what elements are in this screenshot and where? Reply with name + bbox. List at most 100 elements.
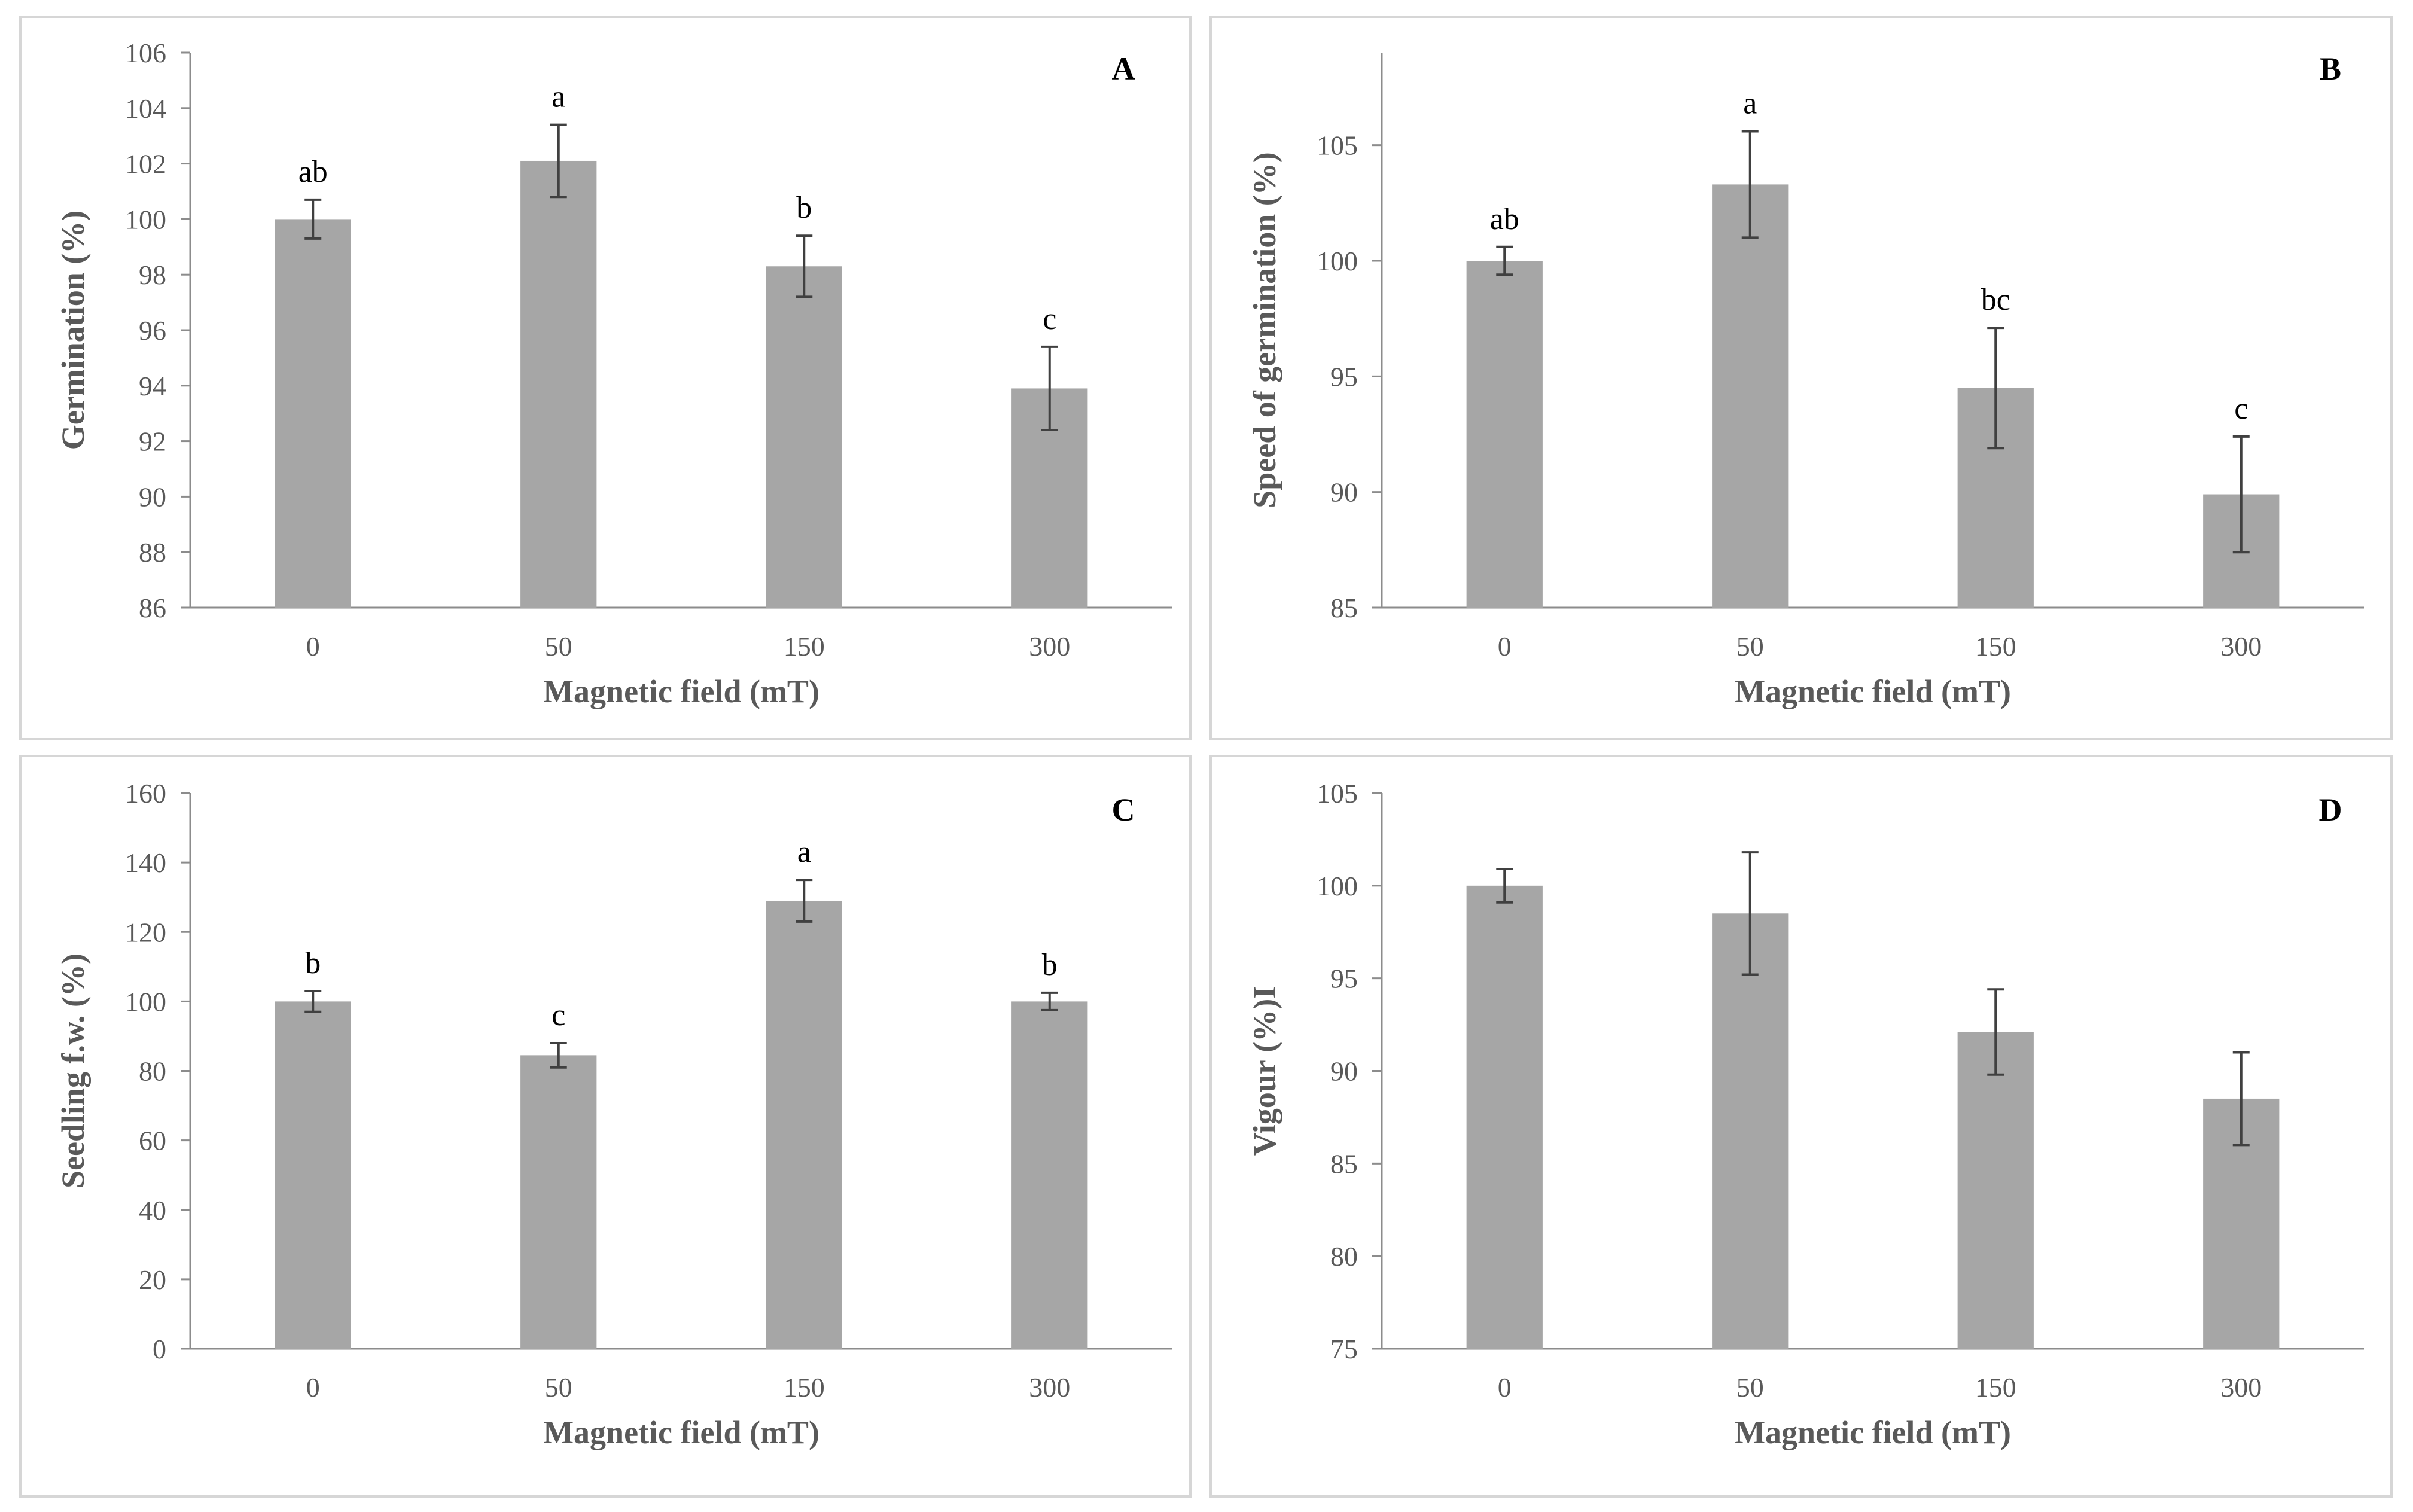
error-bar-300 xyxy=(2232,1051,2250,1147)
panel-letter: B xyxy=(2320,51,2341,87)
y-tick-label: 104 xyxy=(125,93,166,124)
bar-0 xyxy=(275,1001,351,1349)
x-tick-label: 0 xyxy=(306,631,320,662)
panel-letter: D xyxy=(2319,792,2342,828)
y-tick-label: 160 xyxy=(125,778,166,809)
error-bar-50 xyxy=(1741,851,1759,976)
x-axis-title: Magnetic field (mT) xyxy=(543,673,819,709)
bar-0 xyxy=(275,219,351,608)
x-tick-label: 150 xyxy=(1975,1372,2016,1403)
y-tick-label: 98 xyxy=(139,260,166,290)
bar-50 xyxy=(1712,184,1789,608)
panel-frame xyxy=(1209,755,2393,1498)
x-tick-label: 300 xyxy=(2220,631,2262,662)
y-tick-label: 80 xyxy=(1330,1241,1358,1272)
significance-label: b xyxy=(796,191,812,225)
error-bar-300 xyxy=(1041,345,1058,432)
y-tick-label: 105 xyxy=(1317,130,1358,161)
y-tick-label: 0 xyxy=(153,1334,166,1364)
bar-150 xyxy=(766,266,842,608)
panel-frame xyxy=(1209,16,2393,740)
bar-50 xyxy=(520,1055,597,1349)
x-tick-label: 300 xyxy=(1029,1372,1070,1403)
significance-label: a xyxy=(552,80,565,114)
y-tick-label: 100 xyxy=(125,986,166,1017)
panel-d: 75 80 85 90 95 100 105 0 50 150 300 Magnetic field … xyxy=(1209,755,2393,1498)
significance-label: ab xyxy=(298,155,328,189)
panel-a: 86 88 90 92 94 96 98 100 102 104 106 ab 0 a 50 b 150 c 300… xyxy=(19,16,1192,740)
bar-300 xyxy=(1011,1001,1088,1349)
significance-label: a xyxy=(1743,86,1757,120)
significance-label: ab xyxy=(1490,202,1519,236)
y-tick-label: 106 xyxy=(125,38,166,68)
x-tick-label: 150 xyxy=(784,631,825,662)
y-tick-label: 40 xyxy=(139,1195,166,1226)
x-tick-label: 50 xyxy=(1736,1372,1764,1403)
y-tick-label: 85 xyxy=(1330,593,1358,623)
bar-50 xyxy=(1712,913,1789,1349)
error-bar-150 xyxy=(1987,988,2004,1076)
bar-150 xyxy=(1957,1032,2034,1349)
error-bar-50 xyxy=(550,123,567,199)
y-tick-label: 90 xyxy=(139,481,166,512)
y-tick-label: 95 xyxy=(1330,361,1358,392)
x-tick-label: 50 xyxy=(545,1372,572,1403)
x-tick-label: 300 xyxy=(1029,631,1070,662)
error-bar-300 xyxy=(1041,991,1058,1011)
y-axis-title: Vigour (%)I xyxy=(1247,986,1282,1156)
y-tick-label: 120 xyxy=(125,917,166,947)
y-tick-label: 20 xyxy=(139,1264,166,1295)
y-tick-label: 86 xyxy=(139,593,166,623)
error-bar-150 xyxy=(1987,327,2004,450)
x-tick-label: 50 xyxy=(1736,631,1764,662)
y-tick-label: 90 xyxy=(1330,1056,1358,1087)
y-tick-label: 94 xyxy=(139,371,166,401)
y-tick-label: 95 xyxy=(1330,964,1358,994)
y-axis-title: Seedling f.w. (%) xyxy=(55,953,91,1188)
y-tick-label: 102 xyxy=(125,149,166,179)
panel-b: 85 90 95 100 105 ab 0 a 50 bc 150 c 300 Magnetic fiel… xyxy=(1209,16,2393,740)
bar-150 xyxy=(766,900,842,1349)
panel-frame xyxy=(19,16,1192,740)
significance-label: a xyxy=(797,835,811,869)
bar-0 xyxy=(1466,261,1543,608)
y-tick-label: 100 xyxy=(1317,246,1358,276)
y-axis-title: Speed of germination (%) xyxy=(1247,152,1282,508)
x-tick-label: 0 xyxy=(1498,631,1512,662)
error-bar-300 xyxy=(2232,435,2250,554)
error-bar-0 xyxy=(1496,867,1513,904)
y-tick-label: 105 xyxy=(1317,778,1358,809)
y-tick-label: 140 xyxy=(125,848,166,878)
y-tick-label: 85 xyxy=(1330,1148,1358,1179)
y-tick-label: 60 xyxy=(139,1126,166,1156)
error-bar-50 xyxy=(550,1042,567,1069)
bar-50 xyxy=(520,160,597,608)
y-tick-label: 75 xyxy=(1330,1334,1358,1364)
y-tick-label: 88 xyxy=(139,537,166,568)
significance-label: c xyxy=(2234,392,2248,426)
x-tick-label: 0 xyxy=(1498,1372,1512,1403)
x-axis-title: Magnetic field (mT) xyxy=(1735,1415,2011,1450)
x-tick-label: 300 xyxy=(2220,1372,2262,1403)
panel-c: 0 20 40 60 80 100 120 140 160 b 0 c 50 a 150 b 300 Magnet… xyxy=(19,755,1192,1498)
significance-label: c xyxy=(552,998,565,1032)
error-bar-150 xyxy=(796,234,813,298)
error-bar-0 xyxy=(304,198,322,240)
panel-letter: A xyxy=(1112,51,1135,87)
y-axis-title: Germination (%) xyxy=(55,211,91,450)
bar-0 xyxy=(1466,885,1543,1349)
error-bar-50 xyxy=(1741,130,1759,239)
y-tick-label: 100 xyxy=(1317,871,1358,901)
error-bar-150 xyxy=(796,879,813,923)
y-tick-label: 92 xyxy=(139,426,166,457)
significance-label: bc xyxy=(1981,283,2010,317)
x-tick-label: 0 xyxy=(306,1372,320,1403)
x-axis-title: Magnetic field (mT) xyxy=(1735,673,2011,709)
y-tick-label: 96 xyxy=(139,315,166,346)
x-tick-label: 150 xyxy=(784,1372,825,1403)
error-bar-0 xyxy=(1496,245,1513,276)
x-tick-label: 50 xyxy=(545,631,572,662)
y-tick-label: 90 xyxy=(1330,477,1358,508)
significance-label: c xyxy=(1043,302,1056,336)
